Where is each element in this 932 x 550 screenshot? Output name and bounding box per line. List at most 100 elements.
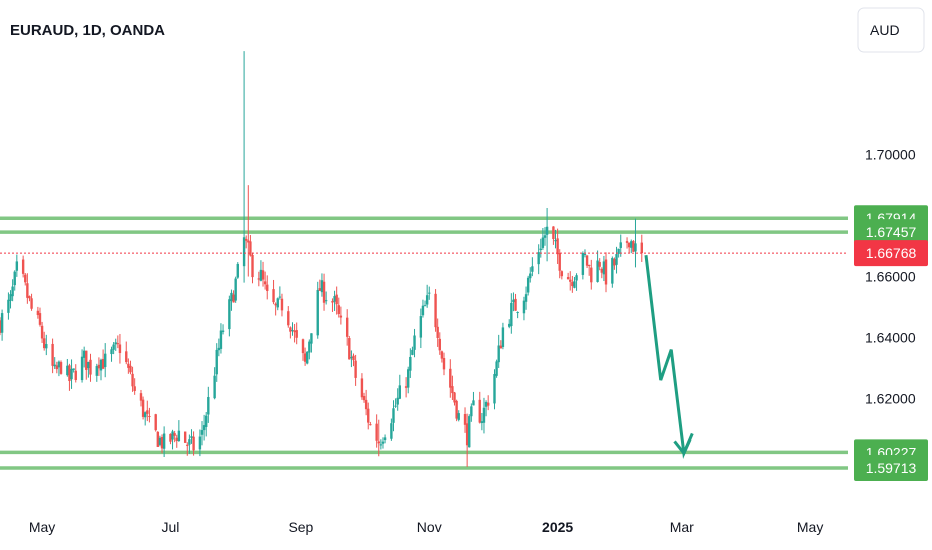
x-tick-label: Sep: [288, 519, 313, 535]
candle: [259, 260, 263, 282]
candle: [575, 273, 578, 291]
candle: [205, 411, 208, 437]
candle: [219, 323, 223, 354]
candle: [42, 331, 46, 351]
candle: [512, 292, 515, 312]
candle: [484, 400, 488, 417]
currency-button[interactable]: AUD: [857, 7, 925, 53]
candle: [320, 273, 324, 297]
candle: [160, 434, 164, 454]
candle: [213, 367, 216, 400]
candle: [566, 272, 570, 280]
candle: [537, 244, 540, 275]
candle: [318, 279, 322, 291]
candle: [306, 351, 309, 365]
candle: [0, 317, 2, 336]
candle: [13, 270, 16, 291]
candle: [82, 346, 86, 368]
candle: [15, 254, 19, 277]
projection-arrow: [644, 255, 694, 459]
candle: [198, 429, 202, 457]
candle: [339, 306, 343, 325]
price-axis[interactable]: 1.70000 1.66000 1.64000 1.62000: [865, 147, 916, 407]
candle: [40, 321, 44, 343]
candle: [190, 429, 193, 444]
candle: [516, 311, 519, 319]
time-axis[interactable]: May Jul Sep Nov 2025 Mar May: [29, 519, 823, 535]
candle: [97, 357, 101, 376]
candle: [154, 413, 157, 432]
candle: [289, 326, 292, 339]
candle: [80, 349, 84, 383]
candle: [596, 250, 599, 283]
candle: [173, 430, 176, 443]
candle: [449, 359, 452, 398]
candle: [604, 252, 608, 293]
candle: [632, 239, 635, 253]
svg-text:1.59713: 1.59713: [866, 460, 917, 476]
candle: [263, 271, 267, 290]
candle: [375, 414, 378, 448]
candle: [348, 335, 351, 360]
candle: [419, 308, 423, 349]
candle: [95, 363, 98, 382]
candle: [230, 289, 233, 311]
candle: [369, 421, 372, 426]
candle: [66, 358, 69, 377]
y-tick-label: 1.64000: [865, 329, 916, 345]
candle: [207, 386, 210, 423]
x-tick-label: May: [797, 519, 823, 535]
candle: [99, 358, 103, 381]
y-tick-label: 1.66000: [865, 269, 916, 285]
candle: [392, 400, 395, 432]
candle: [87, 361, 90, 378]
candle: [413, 328, 416, 358]
candle: [611, 256, 614, 288]
candle: [57, 360, 61, 377]
candle: [581, 251, 585, 280]
candle: [110, 346, 113, 362]
candle: [558, 249, 561, 279]
candle: [85, 350, 88, 380]
candle: [247, 185, 250, 277]
candle: [613, 257, 616, 270]
candle: [634, 218, 637, 268]
candle: [379, 439, 383, 450]
candle: [53, 357, 56, 369]
candle: [552, 226, 555, 245]
support-resistance-levels: [0, 216, 848, 470]
candle: [310, 333, 313, 353]
candle: [104, 343, 107, 378]
candle: [615, 246, 618, 274]
candle: [482, 397, 486, 434]
candle: [428, 286, 431, 300]
candle: [617, 248, 620, 258]
candle: [514, 293, 517, 311]
candle: [36, 306, 40, 319]
candle: [257, 271, 261, 287]
candle: [158, 435, 162, 447]
candle: [352, 353, 355, 367]
candle: [217, 338, 221, 357]
candle: [272, 279, 275, 305]
x-tick-label: 2025: [542, 519, 573, 535]
y-tick-label: 1.62000: [865, 390, 916, 406]
candle: [600, 267, 604, 279]
candle: [451, 375, 454, 401]
candle: [228, 295, 231, 337]
candle: [192, 431, 195, 456]
candle: [301, 338, 305, 361]
candle: [333, 290, 336, 311]
candle: [303, 347, 307, 366]
candle: [30, 293, 33, 311]
candle: [501, 322, 505, 350]
candle: [442, 352, 446, 376]
candle: [45, 334, 48, 356]
candle: [125, 341, 128, 365]
candle: [21, 255, 25, 278]
candle: [531, 257, 534, 277]
candle: [510, 293, 513, 334]
candle: [423, 300, 427, 307]
